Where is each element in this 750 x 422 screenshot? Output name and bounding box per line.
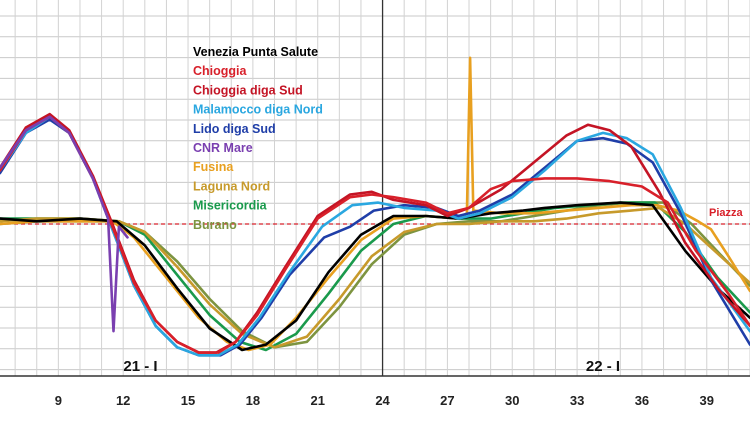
legend-entry: Fusina: [193, 160, 234, 174]
x-tick-label: 9: [55, 393, 62, 408]
legend-entry: Lido diga Sud: [193, 122, 276, 136]
legend-entry: Misericordia: [193, 199, 268, 213]
day-label: 22 - I: [586, 358, 620, 375]
legend-entry: Chioggia diga Sud: [193, 83, 303, 97]
x-tick-label: 12: [116, 393, 130, 408]
legend-entry: Venezia Punta Salute: [193, 45, 318, 59]
reference-line-label: Piazza: [709, 207, 744, 219]
x-tick-label: 15: [181, 393, 195, 408]
x-tick-label: 27: [440, 393, 454, 408]
legend-entry: Burano: [193, 218, 237, 232]
day-labels: 21 - I 22 - I: [123, 358, 620, 375]
series-line-laguna-nord: [0, 206, 750, 349]
series-line-cnr-mare: [0, 115, 129, 333]
day-label: 21 - I: [123, 358, 157, 375]
legend-entry: CNR Mare: [193, 141, 253, 155]
legend-entry: Chioggia: [193, 64, 248, 78]
x-tick-label: 39: [700, 393, 714, 408]
series-line-venezia-punta-salute: [0, 201, 750, 352]
x-tick-label: 36: [635, 393, 649, 408]
series-layer: [0, 56, 750, 357]
x-tick-label: 30: [505, 393, 519, 408]
x-tick-label: 21: [310, 393, 324, 408]
legend-entry: Laguna Nord: [193, 179, 270, 193]
x-tick-label: 24: [375, 393, 390, 408]
x-tick-label: 33: [570, 393, 584, 408]
series-line-chioggia: [0, 115, 750, 354]
legend: Venezia Punta Salute Chioggia Chioggia dig…: [193, 45, 323, 232]
x-tick-label: 18: [246, 393, 260, 408]
legend-entry: Malamocco diga Nord: [193, 103, 323, 117]
x-tick-labels: 9 12 15 18 21 24 27 30 33 36 39: [55, 393, 714, 408]
